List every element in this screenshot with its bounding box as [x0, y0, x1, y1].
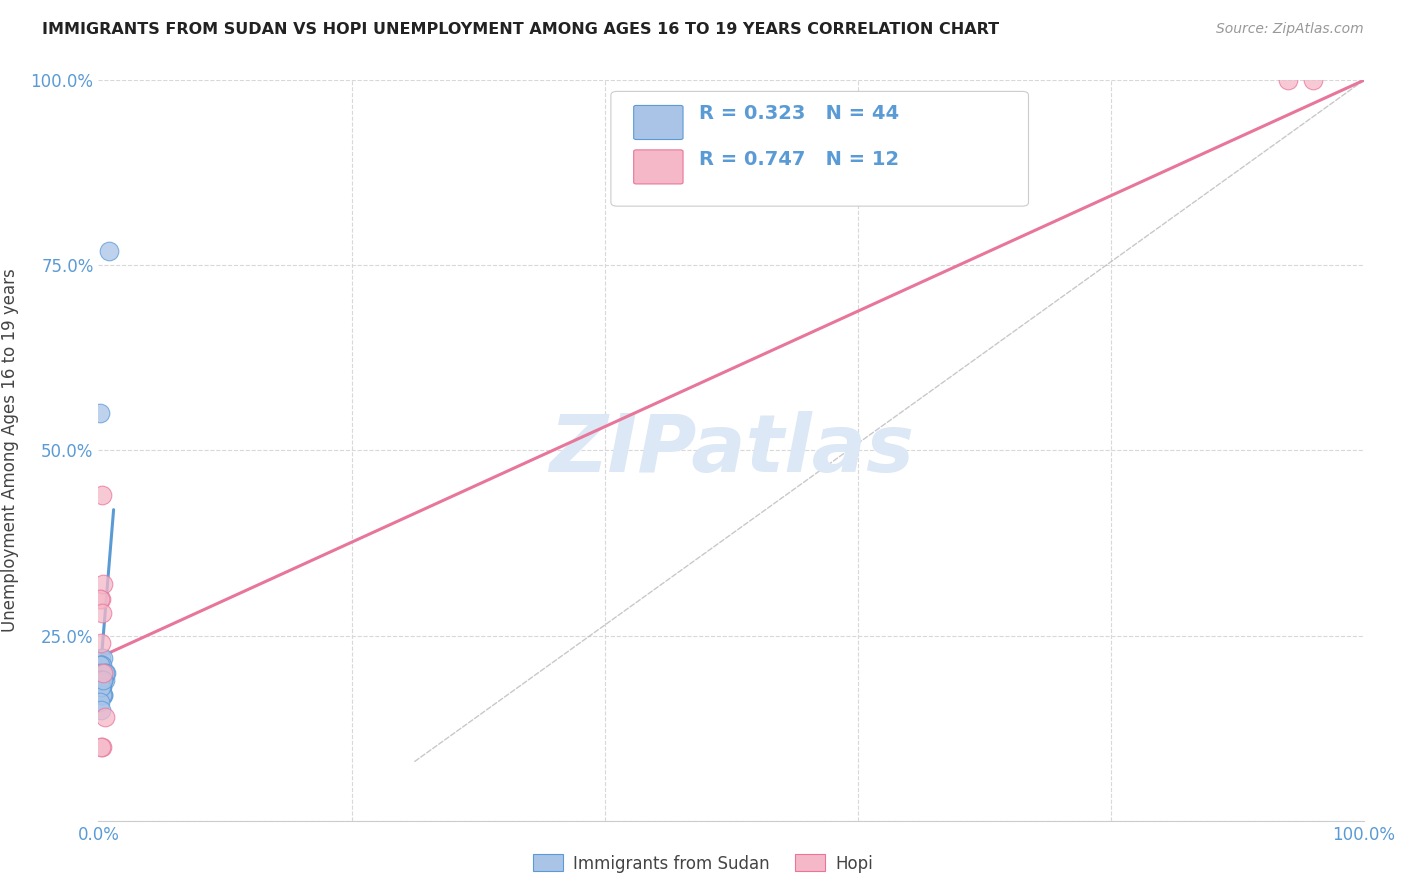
Point	[91, 658, 114, 673]
Point	[91, 673, 114, 687]
Point	[90, 665, 112, 680]
FancyBboxPatch shape	[610, 91, 1028, 206]
Point	[90, 665, 112, 680]
Text: ZIPatlas: ZIPatlas	[548, 411, 914, 490]
Text: R = 0.747   N = 12: R = 0.747 N = 12	[699, 150, 900, 169]
Point	[90, 681, 112, 695]
Point	[91, 739, 114, 754]
Point	[91, 688, 114, 702]
Point	[91, 681, 114, 695]
Point	[93, 650, 115, 665]
Point	[90, 681, 112, 695]
FancyBboxPatch shape	[634, 150, 683, 184]
Point	[93, 673, 115, 687]
Point	[90, 681, 112, 695]
Point	[89, 673, 111, 687]
Point	[90, 658, 112, 673]
Point	[90, 591, 112, 606]
Point	[93, 673, 115, 687]
Point	[1277, 73, 1299, 87]
Point	[89, 665, 111, 680]
Point	[91, 673, 114, 687]
Point	[97, 244, 120, 258]
Point	[91, 488, 114, 502]
Point	[93, 688, 115, 702]
Point	[90, 681, 112, 695]
Point	[91, 673, 114, 687]
Legend: Immigrants from Sudan, Hopi: Immigrants from Sudan, Hopi	[527, 847, 879, 880]
Point	[89, 681, 111, 695]
Text: Source: ZipAtlas.com: Source: ZipAtlas.com	[1216, 22, 1364, 37]
Point	[89, 673, 111, 687]
Point	[90, 673, 112, 687]
Point	[94, 665, 117, 680]
Point	[90, 658, 112, 673]
Point	[90, 703, 112, 717]
Point	[89, 673, 111, 687]
Point	[93, 673, 115, 687]
Point	[93, 665, 117, 680]
Point	[90, 739, 112, 754]
Text: R = 0.323   N = 44: R = 0.323 N = 44	[699, 104, 900, 123]
Point	[1302, 73, 1324, 87]
Point	[90, 636, 112, 650]
FancyBboxPatch shape	[634, 105, 683, 139]
Point	[93, 665, 115, 680]
Point	[90, 681, 112, 695]
Point	[93, 688, 115, 702]
Point	[90, 650, 112, 665]
Point	[89, 591, 111, 606]
Point	[91, 665, 114, 680]
Point	[93, 665, 117, 680]
Point	[90, 681, 112, 695]
Point	[93, 710, 117, 724]
Point	[91, 688, 114, 702]
Point	[91, 688, 114, 702]
Point	[93, 673, 117, 687]
Point	[89, 658, 111, 673]
Point	[89, 673, 111, 687]
Point	[91, 607, 114, 621]
Point	[89, 407, 111, 421]
Point	[91, 665, 114, 680]
Y-axis label: Unemployment Among Ages 16 to 19 years: Unemployment Among Ages 16 to 19 years	[1, 268, 20, 632]
Point	[89, 695, 111, 709]
Point	[89, 681, 111, 695]
Text: IMMIGRANTS FROM SUDAN VS HOPI UNEMPLOYMENT AMONG AGES 16 TO 19 YEARS CORRELATION: IMMIGRANTS FROM SUDAN VS HOPI UNEMPLOYME…	[42, 22, 1000, 37]
Point	[93, 576, 115, 591]
